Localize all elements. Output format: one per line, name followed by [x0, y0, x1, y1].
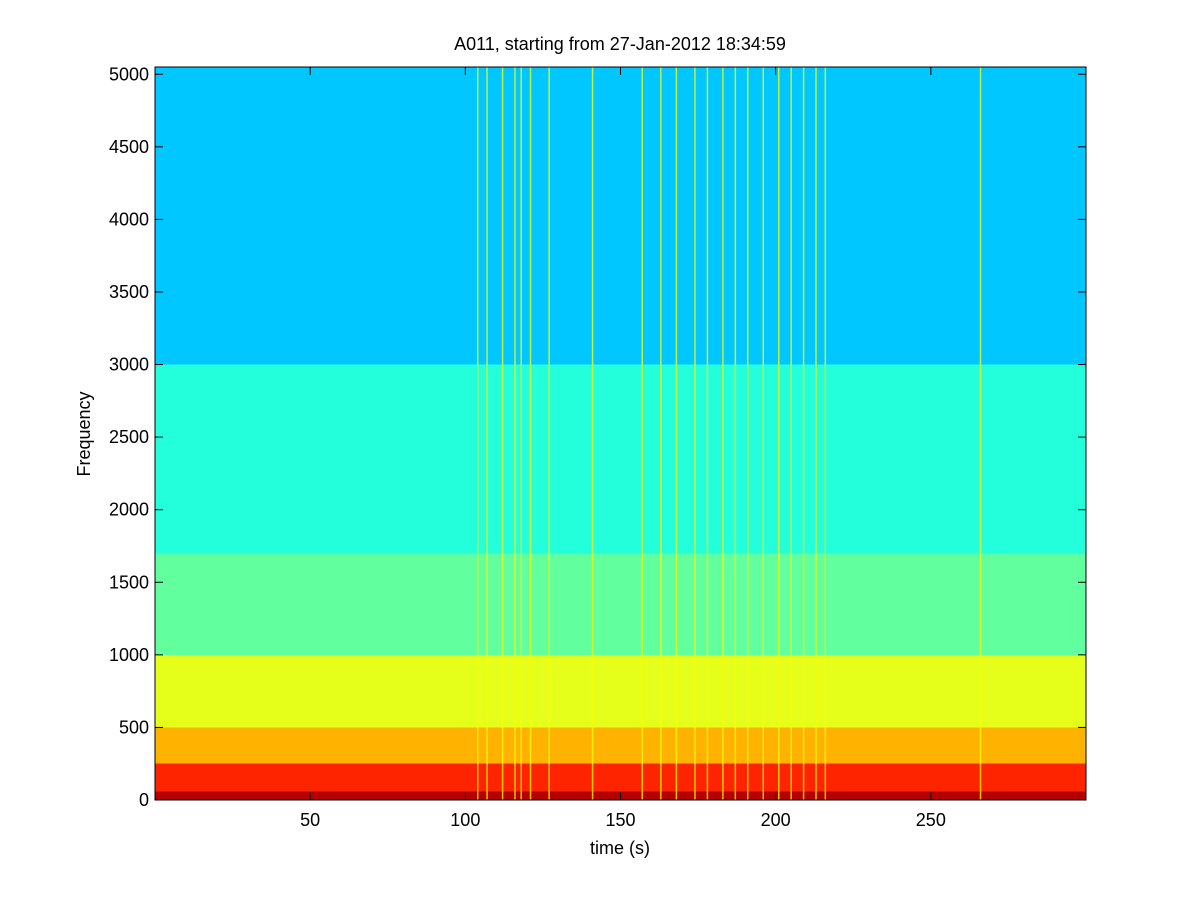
x-tick-label: 50 — [300, 810, 320, 830]
chart-title: A011, starting from 27-Jan-2012 18:34:59 — [454, 34, 786, 54]
x-axis-label: time (s) — [590, 838, 650, 858]
x-tick-label: 200 — [761, 810, 791, 830]
y-tick-label: 3500 — [109, 282, 149, 302]
spectrogram-background — [155, 67, 1086, 800]
y-tick-label: 2500 — [109, 427, 149, 447]
y-tick-label: 1500 — [109, 572, 149, 592]
y-axis-label: Frequency — [74, 391, 94, 476]
x-tick-label: 250 — [916, 810, 946, 830]
y-tick-label: 1000 — [109, 645, 149, 665]
x-tick-label: 150 — [605, 810, 635, 830]
y-tick-label: 500 — [119, 717, 149, 737]
y-tick-label: 3000 — [109, 355, 149, 375]
y-tick-label: 4000 — [109, 209, 149, 229]
y-tick-label: 2000 — [109, 500, 149, 520]
y-tick-label: 0 — [139, 790, 149, 810]
broadband-events — [476, 67, 982, 800]
x-tick-label: 100 — [450, 810, 480, 830]
plot-area — [155, 67, 1086, 800]
y-tick-label: 5000 — [109, 64, 149, 84]
y-tick-label: 4500 — [109, 137, 149, 157]
x-axis: 50 100 150 200 250 — [300, 67, 946, 830]
y-axis: 0 500 1000 1500 2000 2500 3000 3500 4000 4500 5000 — [109, 64, 1086, 810]
